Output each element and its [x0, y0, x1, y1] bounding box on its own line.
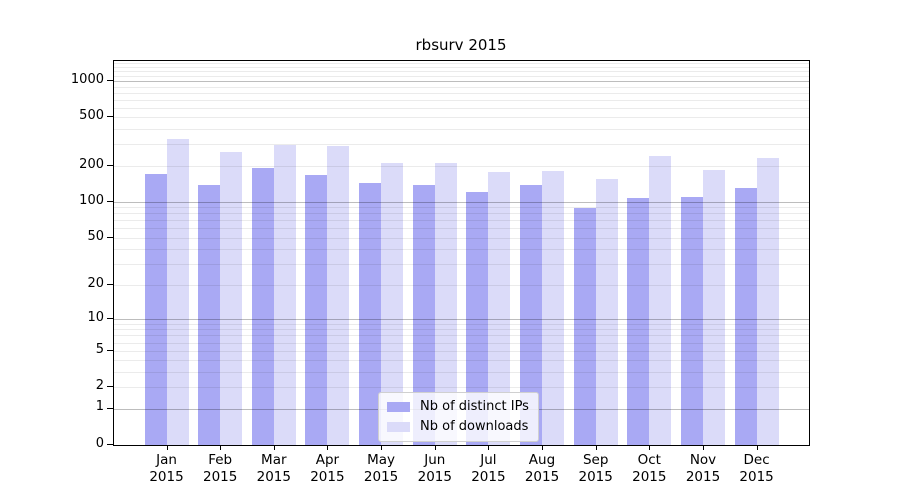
- x-tick-mark: [220, 445, 222, 450]
- y-tick-mark: [107, 386, 113, 388]
- bar-distinct-ips-feb: [198, 184, 221, 445]
- y-tick-label: 20: [87, 275, 104, 291]
- y-tick-label: 0: [95, 436, 104, 451]
- x-tick-label-oct: Oct 2015: [632, 452, 667, 485]
- y-tick-label: 2: [95, 378, 104, 394]
- y-tick-mark: [107, 236, 113, 238]
- legend-swatch-downloads-icon: [387, 421, 410, 432]
- chart-title: rbsurv 2015: [415, 36, 507, 54]
- bar-downloads-dec: [756, 157, 779, 445]
- bar-downloads-sep: [595, 178, 618, 445]
- x-tick-label-nov: Nov 2015: [685, 452, 721, 485]
- bar-distinct-ips-dec: [734, 188, 757, 445]
- x-tick-label-may: May 2015: [363, 452, 399, 485]
- legend-label-downloads: Nb of downloads: [420, 419, 529, 434]
- x-tick-mark: [381, 445, 383, 450]
- x-tick-mark: [488, 445, 490, 450]
- y-tick-mark: [107, 444, 113, 445]
- x-tick-label-apr: Apr 2015: [310, 452, 345, 485]
- bar-downloads-oct: [649, 156, 672, 445]
- x-tick-mark: [273, 445, 275, 450]
- bar-distinct-ips-may: [359, 182, 382, 445]
- bar-downloads-aug: [542, 171, 565, 445]
- y-tick-mark: [107, 317, 113, 319]
- bar-downloads-jan: [166, 139, 189, 445]
- bar-distinct-ips-jan: [144, 174, 167, 445]
- bar-distinct-ips-nov: [681, 197, 703, 445]
- x-tick-label-jun: Jun 2015: [417, 452, 452, 485]
- legend-swatch-distinct-ips-icon: [387, 401, 410, 412]
- bar-downloads-may: [381, 162, 404, 445]
- y-tick-label: 200: [79, 156, 104, 172]
- y-tick-label: 10: [87, 309, 104, 325]
- bar-distinct-ips-sep: [573, 208, 596, 445]
- y-tick-mark: [107, 407, 113, 409]
- bars-layer: [114, 61, 809, 445]
- y-tick-mark: [107, 79, 113, 81]
- x-tick-mark: [434, 445, 436, 450]
- x-tick-label-aug: Aug 2015: [524, 452, 560, 485]
- y-tick-label: 100: [79, 192, 104, 208]
- y-tick-mark: [107, 116, 113, 118]
- y-tick-label: 1000: [70, 71, 104, 87]
- bar-downloads-apr: [327, 146, 350, 445]
- x-tick-mark: [595, 445, 597, 450]
- x-tick-label-jan: Jan 2015: [149, 452, 184, 485]
- x-tick-mark: [649, 445, 651, 450]
- x-tick-mark: [756, 445, 758, 450]
- y-tick-label: 50: [87, 228, 104, 244]
- bar-downloads-feb: [220, 152, 243, 445]
- x-tick-label-sep: Sep 2015: [578, 452, 613, 485]
- bar-distinct-ips-mar: [251, 168, 274, 445]
- y-tick-label: 1: [95, 399, 104, 415]
- x-tick-label-mar: Mar 2015: [256, 452, 291, 485]
- x-tick-label-dec: Dec 2015: [739, 452, 774, 485]
- y-tick-mark: [107, 283, 113, 285]
- bar-downloads-jun: [434, 163, 457, 445]
- y-tick-label: 5: [95, 341, 104, 357]
- bar-downloads-mar: [273, 145, 296, 445]
- bar-distinct-ips-oct: [627, 198, 650, 445]
- y-tick-label: 500: [79, 108, 104, 124]
- legend: Nb of distinct IPs Nb of downloads: [378, 392, 539, 442]
- bar-downloads-jul: [488, 171, 511, 445]
- legend-label-distinct-ips: Nb of distinct IPs: [420, 399, 529, 414]
- legend-item-distinct-ips: Nb of distinct IPs: [387, 399, 529, 414]
- legend-item-downloads: Nb of downloads: [387, 419, 529, 434]
- x-tick-mark: [166, 445, 168, 450]
- x-tick-mark: [542, 445, 543, 450]
- y-tick-mark: [107, 349, 113, 351]
- x-tick-label-feb: Feb 2015: [203, 452, 238, 485]
- plot-area: Nb of distinct IPs Nb of downloads: [113, 60, 810, 446]
- y-tick-mark: [107, 200, 113, 202]
- x-tick-mark: [703, 445, 704, 450]
- x-tick-label-jul: Jul 2015: [471, 452, 506, 485]
- x-tick-mark: [327, 445, 329, 450]
- y-tick-mark: [107, 164, 113, 166]
- bar-downloads-nov: [703, 169, 725, 445]
- bar-distinct-ips-apr: [305, 174, 328, 445]
